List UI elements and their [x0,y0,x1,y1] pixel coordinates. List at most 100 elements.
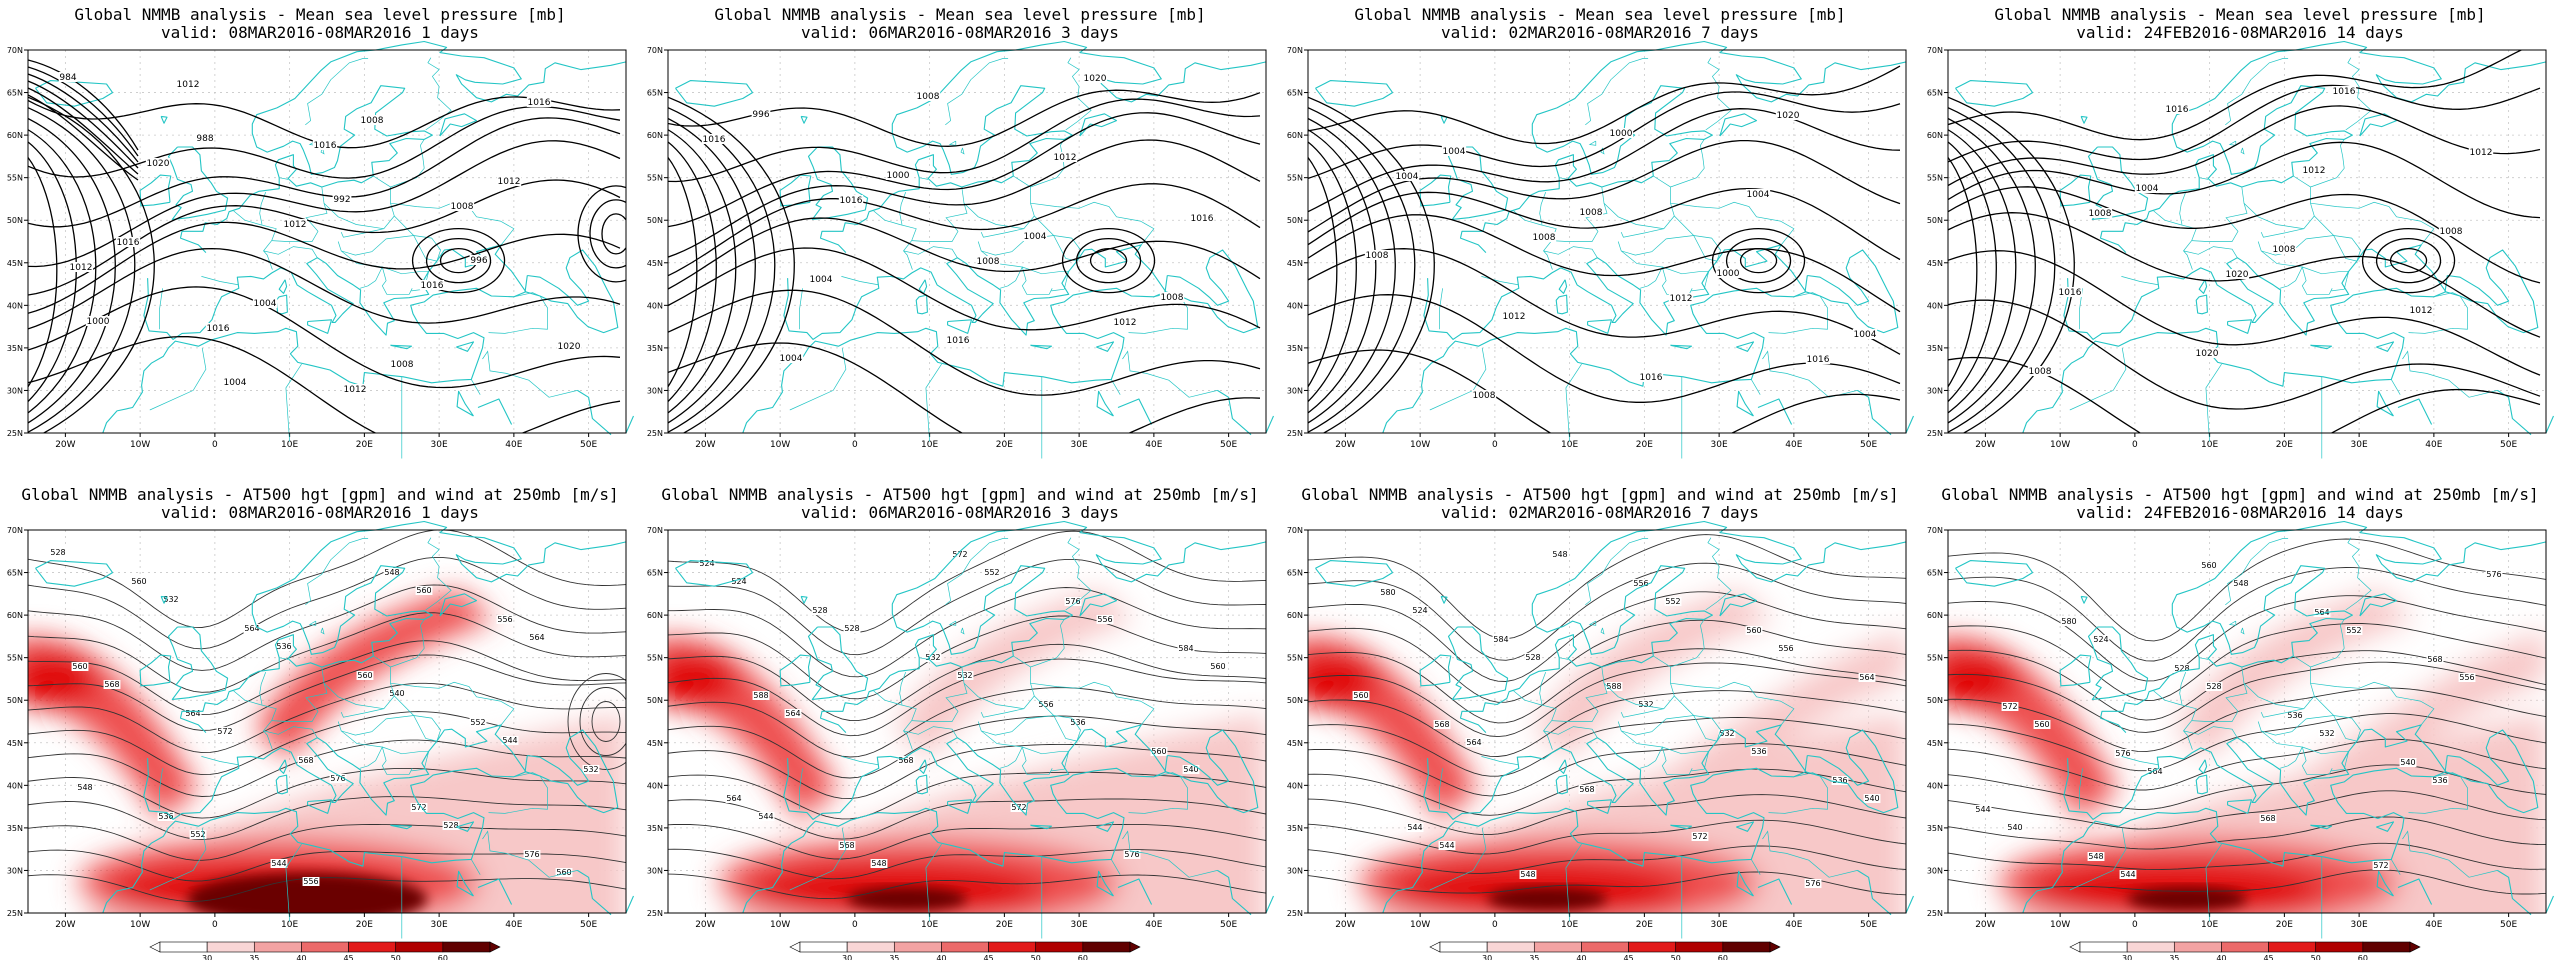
country-border [963,655,1035,710]
coastline [1382,244,1807,434]
coastline [1030,344,1053,350]
isobar-label: 1000 [1717,269,1740,279]
colorbar-swatch [395,941,444,953]
height-label-bg [1209,662,1227,671]
height-label-bg [2399,758,2417,767]
x-tick-label: 30E [1711,920,1728,930]
x-tick-label: 0 [1492,440,1498,450]
isobar-label: 1016 [1191,214,1214,224]
isobar-label: 1000 [1610,129,1633,139]
isobar-label-bg [2408,305,2434,315]
lake [320,627,325,635]
isobar [668,289,1261,396]
country-border [1128,772,1188,814]
isobar-closed [589,199,626,269]
coastline [456,870,474,897]
x-tick-label: 10W [1410,440,1430,450]
height-label-bg [1551,550,1569,559]
colorbar-tick-label: 60 [1718,954,1728,960]
height-label-bg [2485,570,2503,579]
coastline [390,344,413,350]
coastline [779,654,812,687]
height-label-bg [2232,579,2250,588]
country-border [1691,751,1710,772]
height-label: 576 [1065,597,1080,606]
height-label: 576 [1124,850,1139,859]
wind-colorbar: 30 35 40 45 50 60 [789,941,1141,960]
x-tick-label: 50E [1860,920,1877,930]
colorbar-tick-label: 30 [1482,954,1492,960]
isobar-label-bg [1159,292,1185,302]
colorbar-tick-label: 50 [1671,954,1681,960]
isobar-closed [1739,247,1778,274]
height-label: 532 [583,765,598,774]
borders [149,537,578,939]
height-label: 564 [785,709,800,718]
height-label: 568 [1434,720,1449,729]
coastline [1164,249,1259,334]
isobar [668,96,795,433]
y-tick-label: 25N [7,909,23,918]
coastline [1164,729,1259,814]
country-border [2121,756,2159,766]
country-border [911,666,968,722]
height-contour [28,556,626,650]
height-label: 572 [411,803,426,812]
colorbar-swatch [301,941,349,953]
coastline [477,878,513,905]
height-label: 544 [2120,870,2135,879]
coastline [625,415,635,434]
colorbar-swatch [1486,941,1535,953]
isobar-label-bg [1531,232,1557,242]
country-border [980,708,1024,718]
country-border [1666,715,1717,742]
country-border [2402,830,2498,878]
colorbar-max-arrow [489,941,501,953]
x-tick-label: 10E [2201,440,2218,450]
isobar-label: 1016 [703,135,726,145]
country-border [977,238,1027,256]
isobar-label-bg [1022,231,1048,241]
country-border [2243,655,2315,710]
coastline [456,821,475,832]
country-border [1617,718,1667,736]
isobar-label-bg [2027,366,2053,376]
isobar [1308,106,1416,433]
country-border [1481,276,1519,286]
coastline [1736,390,1754,417]
country-border [390,681,515,726]
isobar-label: 1008 [2273,245,2296,255]
x-tick-label: 20W [55,440,75,450]
jet-max [847,887,968,911]
coastline [1719,113,1758,137]
colorbar-tick-label: 50 [1031,954,1041,960]
height-label-bg [1411,606,1429,615]
height-label-bg [2286,711,2304,720]
height-label: 564 [244,624,259,633]
height-label-bg [469,718,487,727]
height-contours [1308,534,1906,896]
y-tick-label: 55N [1287,654,1303,663]
height-label: 556 [1633,579,1648,588]
isobar [1308,349,1901,433]
coastline [1459,520,1907,733]
y-tick-label: 35N [647,824,663,833]
height-label-bg [1777,644,1795,653]
height-label-bg [297,756,315,765]
coastline [807,626,869,700]
isobar-label-bg [751,109,771,119]
x-tick-label: 20W [55,920,75,930]
panel-valid-label: valid: 08MAR2016-08MAR2016 1 days [161,23,479,42]
coastline [2376,821,2395,832]
country-border [799,768,803,810]
isobar-label-bg [975,256,1001,266]
y-tick-label: 30N [7,866,23,875]
x-tick-label: 0 [2132,920,2138,930]
mslp-panel-1: Global NMMB analysis - Mean sea level pr… [0,0,640,480]
colorbar-tick-label: 45 [2263,954,2273,960]
coastline [1096,341,1115,352]
country-border [2260,228,2304,238]
coastline [1440,595,1448,604]
country-border [488,292,548,334]
country-border [2306,715,2357,742]
